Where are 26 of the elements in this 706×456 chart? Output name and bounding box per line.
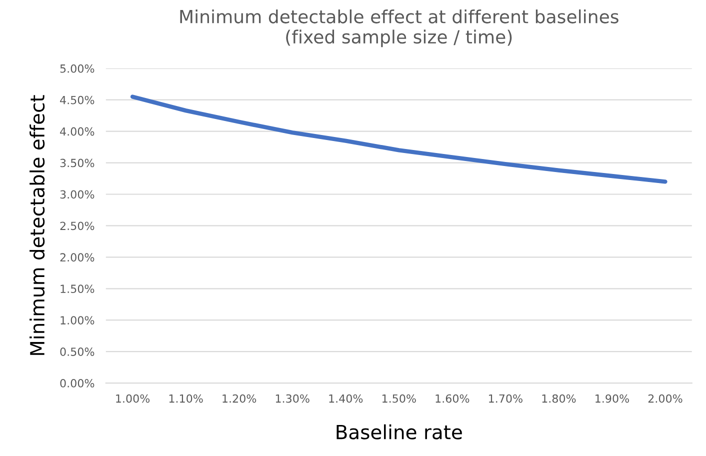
x-axis-title: Baseline rate [336,424,462,440]
y-tick-label: 4.50% [60,96,94,104]
x-tick-label: 1.20% [222,394,256,403]
x-tick-label: 1.70% [489,394,522,403]
y-tick-label: 4.00% [60,127,94,136]
y-tick-label: 1.50% [60,284,94,294]
x-tick-label: 1.90% [596,394,630,403]
x-tick-label: 1.40% [329,394,363,403]
chart-title: Minimum detectable effect at different baselines (fixed sample size / time) [180,9,618,48]
y-tick-label: 0.00% [60,379,94,388]
x-tick-label: 1.00% [116,394,150,403]
x-tick-label: 2.00% [648,394,682,403]
x-tick-label: 1.30% [276,394,310,403]
y-tick-label: 2.50% [60,222,94,230]
y-tick-label: 1.00% [60,316,94,324]
line-series [130,94,668,184]
x-tick-label: 1.10% [169,394,203,403]
y-tick-label: 3.00% [60,190,94,199]
x-tick-label: 1.80% [542,394,576,403]
y-tick-label: 0.50% [60,348,94,356]
y-tick-label: 3.50% [60,158,94,168]
y-axis-title: Minimum detectable effect [30,95,45,355]
x-tick-label: 1.50% [382,394,416,403]
y-tick-label: 5.00% [60,64,94,73]
y-tick-label: 2.00% [60,253,94,262]
x-tick-label: 1.60% [436,394,470,403]
